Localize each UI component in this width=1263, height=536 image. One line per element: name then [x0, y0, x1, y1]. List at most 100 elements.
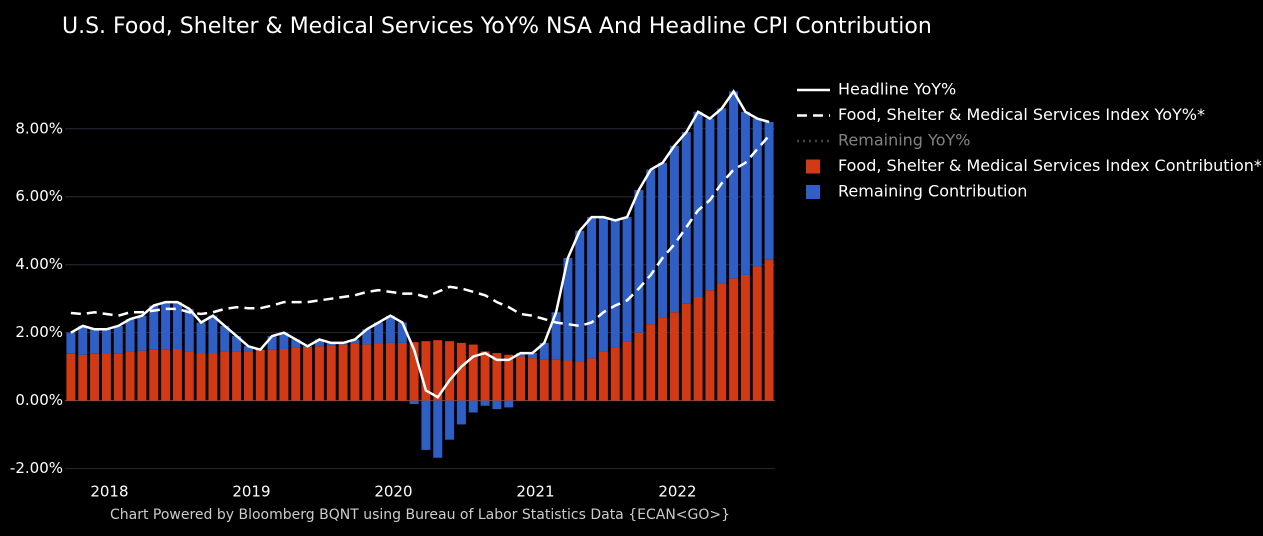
bar	[492, 400, 502, 410]
bar	[385, 315, 395, 343]
bar	[468, 400, 478, 413]
y-tick-label: -2.00%	[10, 459, 63, 477]
bar	[208, 353, 218, 401]
bar	[669, 145, 679, 313]
bar	[598, 351, 608, 401]
y-tick-label: 2.00%	[15, 323, 63, 341]
bar	[752, 266, 762, 401]
bar	[492, 353, 502, 401]
bar	[397, 342, 407, 401]
bar	[385, 342, 395, 401]
bar	[90, 329, 100, 354]
x-tick-label: 2018	[90, 483, 128, 501]
bar	[433, 400, 443, 458]
bar	[279, 348, 289, 401]
bar	[622, 217, 632, 342]
bar	[563, 360, 573, 401]
bar	[350, 343, 360, 401]
bar	[232, 336, 242, 352]
bar	[255, 349, 265, 401]
bar	[705, 290, 715, 401]
bar	[362, 344, 372, 401]
bar	[220, 351, 230, 401]
bar	[279, 332, 289, 349]
bar	[78, 325, 88, 355]
y-tick-label: 4.00%	[15, 255, 63, 273]
bar	[137, 350, 147, 401]
bar	[326, 342, 336, 346]
legend-label: Headline YoY%	[838, 80, 956, 99]
bar	[740, 274, 750, 401]
bar	[113, 353, 123, 401]
bar	[362, 329, 372, 345]
bar	[705, 118, 715, 291]
legend-label: Food, Shelter & Medical Services Index C…	[838, 156, 1262, 175]
bar	[409, 400, 419, 405]
x-tick-label: 2019	[232, 483, 270, 501]
bar	[681, 303, 691, 401]
bar	[397, 322, 407, 343]
bar	[409, 342, 419, 401]
legend-label: Food, Shelter & Medical Services Index Y…	[838, 105, 1205, 124]
bar	[184, 308, 194, 352]
bar	[149, 349, 159, 401]
bar	[66, 353, 76, 401]
x-tick-label: 2020	[374, 483, 412, 501]
legend-label: Remaining YoY%	[838, 131, 970, 150]
bar	[196, 322, 206, 354]
bar	[658, 162, 668, 318]
bar	[350, 339, 360, 344]
bar	[764, 121, 774, 260]
bar	[291, 339, 301, 348]
bar	[622, 341, 632, 401]
bar	[646, 169, 656, 325]
bar	[456, 400, 466, 425]
bar	[504, 400, 514, 408]
bar	[729, 278, 739, 401]
bar	[101, 329, 111, 354]
bar	[421, 341, 431, 401]
bar	[527, 353, 537, 359]
bar	[539, 342, 549, 360]
bar	[338, 344, 348, 401]
bar	[433, 340, 443, 401]
bar	[551, 359, 561, 401]
bar	[326, 345, 336, 401]
bar	[504, 354, 514, 401]
bar	[740, 111, 750, 275]
bar	[291, 347, 301, 401]
bar	[634, 189, 644, 333]
line	[70, 89, 770, 399]
bar	[208, 315, 218, 354]
bar	[658, 317, 668, 401]
bar	[445, 400, 455, 440]
bar	[113, 325, 123, 354]
bar	[539, 359, 549, 401]
footnote: Chart Powered by Bloomberg BQNT using Bu…	[110, 507, 730, 523]
bar	[66, 332, 76, 354]
bar	[314, 339, 324, 347]
bar	[752, 118, 762, 267]
y-tick-label: 0.00%	[15, 391, 63, 409]
bar	[172, 348, 182, 401]
x-tick-label: 2022	[658, 483, 696, 501]
bar	[717, 283, 727, 401]
bar	[610, 220, 620, 348]
bar	[125, 319, 135, 352]
y-tick-label: 6.00%	[15, 187, 63, 205]
bar	[764, 259, 774, 401]
bar	[527, 358, 537, 401]
bar	[551, 312, 561, 360]
bar	[125, 351, 135, 401]
bar	[516, 356, 526, 401]
bar	[587, 217, 597, 359]
bar	[374, 322, 384, 344]
bar	[693, 111, 703, 297]
bar	[303, 346, 313, 401]
bar	[101, 353, 111, 401]
bar	[575, 361, 585, 401]
bar	[243, 351, 253, 401]
bar	[634, 332, 644, 401]
bar	[610, 347, 620, 401]
bar	[172, 302, 182, 349]
